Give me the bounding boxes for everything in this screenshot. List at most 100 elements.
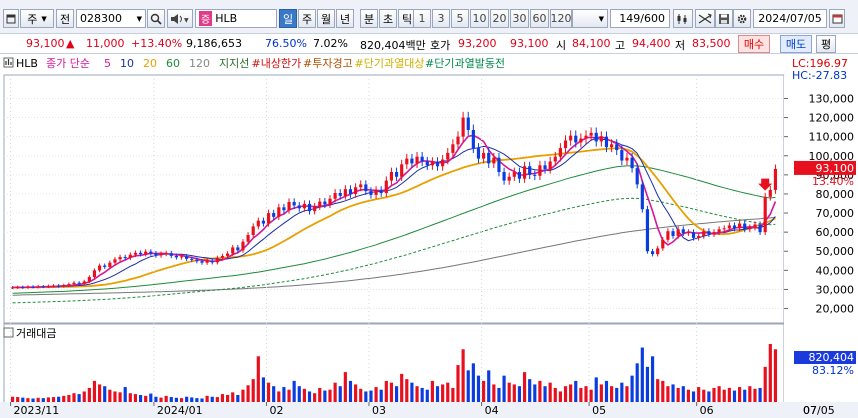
interval-button[interactable]: 120: [550, 9, 572, 28]
sound-button[interactable]: ▼: [167, 9, 193, 28]
interval-button[interactable]: 5: [451, 9, 469, 28]
candle-body: [133, 252, 138, 255]
compare-button[interactable]: [695, 9, 715, 28]
volume-bar: [517, 386, 522, 402]
interval-button[interactable]: 20: [490, 9, 509, 28]
period-button[interactable]: 분: [360, 9, 378, 28]
volume-bar: [374, 387, 378, 402]
period-button[interactable]: 월: [317, 9, 335, 28]
buy-button[interactable]: 매수: [738, 35, 770, 53]
ma10-line: [12, 138, 776, 288]
x-tick-label: 07: [803, 404, 817, 417]
candle-body: [415, 156, 419, 164]
candle-body: [584, 135, 588, 139]
volume-bar: [36, 397, 40, 402]
candle-body: [149, 251, 153, 254]
date-field[interactable]: 2024/07/05: [753, 9, 827, 28]
sell-button[interactable]: 매도: [780, 35, 812, 53]
mode-dropdown[interactable]: 주 ▼: [20, 9, 54, 28]
volume-bar: [205, 395, 209, 402]
candle-body: [753, 224, 757, 228]
volume-bar: [123, 387, 127, 402]
legend-item: #내상한가: [252, 57, 302, 70]
candle-body: [656, 248, 660, 255]
price-tick-label: 50,000: [816, 245, 855, 258]
interval-button[interactable]: 10: [470, 9, 489, 28]
candle-body: [569, 135, 573, 141]
bar-chart-button[interactable]: [673, 9, 693, 28]
current-pct-label: 13.40%: [812, 175, 854, 188]
volume-bar: [215, 397, 219, 402]
x-tick-label: 02: [270, 404, 284, 417]
stock-chart[interactable]: HLB 종가 단순 5 10 20 60 120 지지선 #내상한가 #투자경고 #단기과열대상 #단…: [0, 55, 858, 418]
limit-up-arrow-icon: [758, 178, 773, 191]
interval-button[interactable]: 1: [413, 9, 431, 28]
search-button[interactable]: [147, 9, 165, 28]
period-label: 초: [382, 12, 394, 26]
volume-bar: [569, 384, 573, 402]
settings-button[interactable]: [733, 9, 751, 28]
calendar-button[interactable]: [829, 9, 845, 28]
interval-button[interactable]: 60: [530, 9, 549, 28]
candle-body: [563, 140, 568, 149]
candle-body: [574, 135, 578, 143]
candle-body: [461, 117, 465, 137]
legend-symbol: HLB: [16, 57, 38, 70]
top-toolbar: 주 ▼ 전 028300 ▼ ▼ 증 HLB ▼ 149/600 2024/07…: [0, 0, 858, 34]
volume-bar: [579, 387, 583, 402]
volume-bar: [159, 397, 163, 402]
volume-bar: [16, 397, 20, 402]
candle-body: [164, 253, 168, 255]
period-button[interactable]: 초: [379, 9, 397, 28]
candle-body: [348, 189, 353, 194]
chart-canvas[interactable]: HLB 종가 단순 5 10 20 60 120 지지선 #내상한가 #투자경고 #단기과열대상 #단…: [0, 55, 858, 418]
eval-button[interactable]: 평: [816, 35, 836, 53]
volume-bar: [98, 384, 102, 402]
candle-body: [604, 136, 609, 148]
candle-body: [512, 171, 516, 177]
legend-ma-label: 종가 단순: [46, 57, 90, 70]
mode-label: 주: [27, 12, 38, 26]
candle-body: [661, 239, 665, 249]
interval-button[interactable]: 3: [432, 9, 450, 28]
window-icon[interactable]: [3, 9, 19, 28]
interval-button[interactable]: 30: [510, 9, 529, 28]
interval-dropdown[interactable]: ▼: [572, 9, 608, 28]
code-input[interactable]: 028300 ▼: [76, 9, 146, 28]
volume-bar: [768, 344, 772, 402]
volume-bar: [369, 390, 373, 402]
candle-body: [215, 257, 219, 263]
volume-bar: [543, 386, 547, 402]
candle-body: [681, 229, 685, 234]
x-tick-label: 03: [372, 404, 386, 417]
svg-text:▼: ▼: [184, 17, 189, 24]
volume-bar: [46, 397, 50, 402]
save-button[interactable]: [715, 9, 733, 28]
prev-button[interactable]: 전: [56, 9, 74, 28]
candle-body: [645, 209, 650, 252]
period-button[interactable]: 일: [279, 9, 297, 28]
candle-body: [630, 157, 634, 169]
volume-bar: [430, 380, 434, 402]
volume-bar: [138, 394, 143, 402]
period-button[interactable]: 년: [336, 9, 354, 28]
volume-bar: [359, 388, 363, 402]
candle-body: [441, 159, 445, 167]
amount-value: 820,404백만: [360, 39, 426, 52]
volume-bar: [522, 372, 527, 402]
price-tick-label: 100,000: [809, 150, 855, 163]
candle-body: [241, 241, 245, 251]
name-input[interactable]: 증 HLB: [195, 9, 277, 28]
count-field[interactable]: 149/600: [610, 9, 670, 28]
volume-bar: [169, 397, 173, 402]
candle-body: [21, 287, 25, 289]
candle-body: [379, 190, 383, 193]
candle-body: [205, 260, 209, 263]
volume-bar: [128, 393, 132, 402]
volume-bar: [364, 391, 368, 402]
period-button[interactable]: 주: [298, 9, 316, 28]
chevron-down-icon: ▼: [136, 14, 142, 23]
volume-bar: [645, 366, 650, 402]
candle-body: [138, 252, 143, 255]
volume-bar: [722, 389, 726, 402]
